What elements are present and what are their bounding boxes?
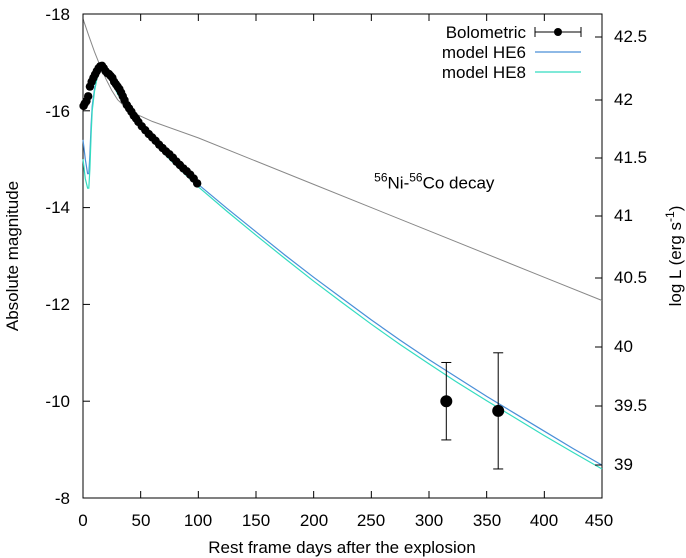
y-axis-right-title: log L (erg s-1) — [663, 206, 685, 307]
data-point — [492, 404, 505, 417]
series-lines — [82, 18, 603, 470]
y-tick-label: -16 — [45, 102, 70, 121]
annotation-text-2: Co decay — [423, 174, 495, 193]
decay-annotation: 56Ni-56Co decay — [374, 171, 495, 193]
legend-label-bolometric: Bolometric — [446, 23, 527, 42]
x-tick-label: 100 — [184, 511, 212, 530]
y-tick-label: -12 — [45, 295, 70, 314]
x-tick-label: 0 — [78, 511, 87, 530]
model-he6-line — [82, 65, 603, 466]
y-right-tick-label: 41 — [614, 206, 633, 225]
data-point — [440, 395, 453, 408]
y-tick-label: -18 — [45, 5, 70, 24]
data-point — [192, 179, 202, 188]
y-axis-right-title-exponent: -1 — [663, 211, 677, 222]
legend: Bolometric model HE6 model HE8 — [442, 23, 582, 82]
y-right-tick-label: 40.5 — [614, 268, 647, 287]
x-tick-label: 250 — [357, 511, 385, 530]
y-right-tick-label: 40 — [614, 337, 633, 356]
x-tick-label: 300 — [415, 511, 443, 530]
y-right-tick-label: 39.5 — [614, 396, 647, 415]
x-tick-label: 450 — [585, 511, 613, 530]
annotation-sup-2: 56 — [409, 171, 423, 185]
plot-frame — [82, 13, 603, 499]
y-right-tick-label: 41.5 — [614, 148, 647, 167]
y-left-tick-labels: -8 -10 -12 -14 -16 -18 — [45, 5, 70, 508]
y-right-tick-label: 39 — [614, 455, 633, 474]
data-point — [83, 92, 93, 101]
model-he8-line — [82, 67, 603, 470]
annotation-sup-1: 56 — [374, 171, 388, 185]
y-tick-label: -10 — [45, 392, 70, 411]
x-tick-label: 200 — [300, 511, 328, 530]
x-tick-labels: 0 50 100 150 200 250 300 350 400 450 — [78, 511, 613, 530]
x-tick-label: 350 — [473, 511, 501, 530]
y-right-tick-label: 42.5 — [614, 27, 647, 46]
x-tick-label: 150 — [242, 511, 270, 530]
legend-label-he6: model HE6 — [442, 43, 526, 62]
x-tick-label: 50 — [132, 511, 151, 530]
bolometric-points — [79, 61, 505, 470]
legend-label-he8: model HE8 — [442, 63, 526, 82]
y-right-tick-labels: 39 39.5 40 40.5 41 41.5 42 42.5 — [614, 27, 647, 474]
axis-ticks — [82, 13, 603, 499]
y-tick-label: -14 — [45, 198, 70, 217]
y-right-tick-label: 42 — [614, 90, 633, 109]
legend-swatch-bolometric-marker — [554, 28, 562, 36]
x-axis-title: Rest frame days after the explosion — [208, 538, 475, 557]
y-tick-label: -8 — [55, 489, 70, 508]
annotation-text-1: Ni- — [388, 174, 410, 193]
y-axis-right-title-suffix: ) — [666, 206, 685, 212]
x-tick-label: 400 — [530, 511, 558, 530]
y-axis-right-title-prefix: log L (erg s — [666, 222, 685, 306]
y-axis-left-title: Absolute magnitude — [3, 181, 22, 331]
